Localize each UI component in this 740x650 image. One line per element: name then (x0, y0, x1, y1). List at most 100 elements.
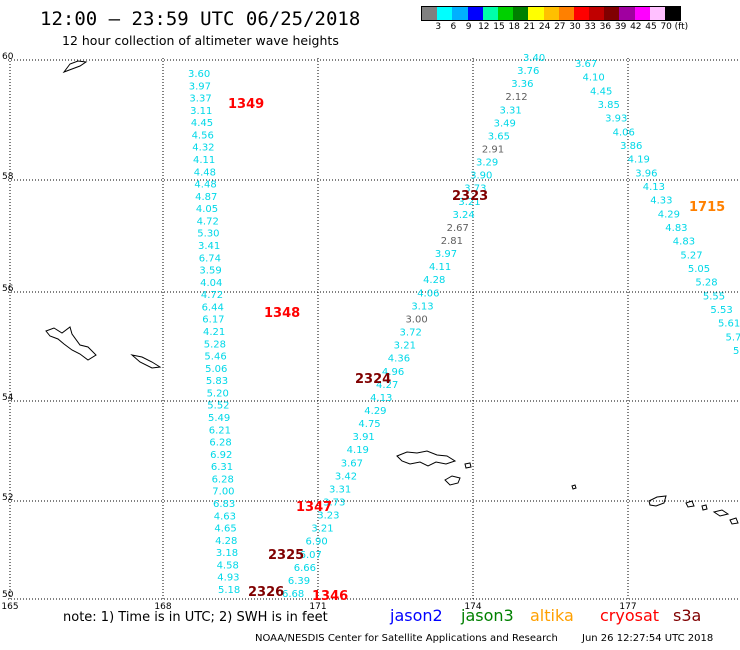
legend-swatch (604, 7, 620, 20)
wave-height-value: 6.92 (210, 450, 232, 461)
wave-height-value: 3.91 (353, 432, 375, 443)
wave-height-value: 5.30 (197, 229, 219, 240)
legend-label: 24 (538, 22, 551, 32)
wave-height-value: 6.28 (212, 474, 234, 485)
lon-label: 171 (309, 602, 327, 612)
wave-height-value: 4.13 (370, 393, 392, 404)
legend-swatch (589, 7, 605, 20)
wave-height-value: 3.86 (620, 141, 642, 152)
wave-height-value: 4.13 (643, 182, 665, 193)
legend-swatch (573, 7, 590, 20)
wave-height-value: 3.60 (188, 69, 210, 80)
wave-height-value: 4.11 (193, 155, 215, 166)
legend-label: 27 (554, 22, 566, 32)
lat-label: 56 (2, 284, 14, 294)
wave-height-value: 3.59 (199, 266, 221, 277)
wave-height-value: 4.10 (583, 73, 605, 84)
wave-height-value: 3.73 (464, 184, 486, 195)
lat-label: 54 (2, 393, 14, 403)
wave-height-value: 6.17 (202, 315, 224, 326)
altimeter-tracks: 3.603.973.373.114.454.564.324.114.484.48… (188, 53, 740, 600)
wave-height-value: 6.21 (209, 425, 231, 436)
legend-swatch (467, 7, 483, 20)
legend-swatch (634, 7, 650, 20)
island-east-1 (648, 495, 667, 507)
island-west-large (45, 326, 97, 361)
pass-number-label: 2324 (355, 372, 391, 387)
wave-height-value: 4.58 (217, 560, 239, 571)
wave-height-value: 3.21 (311, 524, 333, 535)
wave-height-value: 6.07 (300, 550, 322, 561)
legend-label: 36 (599, 22, 612, 32)
wave-height-value: 4.19 (347, 445, 369, 456)
wave-height-value: 6.74 (199, 253, 221, 264)
island-east-4 (701, 504, 708, 511)
legend-swatches (421, 6, 682, 21)
wave-height-value: 4.21 (203, 327, 225, 338)
wave-height-value: 5.83 (206, 376, 228, 387)
legend-label: 18 (508, 22, 520, 32)
wave-height-value: 6.68 (282, 589, 304, 600)
wave-height-value: 2.12 (505, 92, 527, 103)
wave-height-value: 4.48 (194, 180, 216, 191)
wave-height-value: 3.96 (635, 168, 657, 179)
lat-label: 50 (2, 590, 14, 600)
wave-height-value: 4.45 (590, 86, 612, 97)
pass-number-label: 2326 (248, 585, 284, 600)
pass-labels: 1349 2323 1715 1348 2324 1347 2325 2326 1346 (228, 97, 725, 604)
wave-height-value: 3.76 (517, 66, 539, 77)
wave-height-value: 3.90 (470, 171, 492, 182)
wave-height-value: 4.06 (613, 127, 635, 138)
wave-height-value: 3.00 (405, 314, 427, 325)
pass-number-label: 2323 (452, 189, 488, 204)
wave-height-value: 4.65 (214, 524, 236, 535)
lon-label: 177 (619, 602, 637, 612)
wave-height-value: 3.18 (216, 548, 238, 559)
wave-height-value: 4.45 (191, 118, 213, 129)
satellite-name: jason2 (390, 606, 443, 625)
wave-height-value: 5.28 (695, 278, 717, 289)
wave-height-value: 3.21 (458, 197, 480, 208)
wave-height-value: 3.37 (189, 94, 211, 105)
wave-height-value: 3.73 (323, 497, 345, 508)
wave-height-value: 4.75 (358, 419, 380, 430)
lat-label: 58 (2, 172, 14, 182)
wave-height-value: 2.81 (441, 236, 463, 247)
lat-label: 60 (2, 52, 14, 62)
wave-height-value: 3.85 (598, 100, 620, 111)
legend-swatch (528, 7, 544, 20)
island-top-left (62, 60, 88, 74)
lat-label: 52 (2, 493, 14, 503)
wave-height-value: 3.29 (476, 158, 498, 169)
map-title: 12:00 — 23:59 UTC 06/25/2018 (40, 8, 361, 30)
wave-height-value: 4.83 (665, 223, 687, 234)
satellite-name: s3a (673, 606, 702, 625)
wave-height-value: 5. (733, 346, 740, 357)
wave-height-value: 7.00 (212, 487, 234, 498)
wave-height-value: 4.19 (628, 155, 650, 166)
wave-height-value: 4.48 (194, 167, 216, 178)
lon-label: 168 (154, 602, 172, 612)
island-aleutian-1 (396, 450, 457, 467)
satellite-name: jason3 (461, 606, 514, 625)
wave-height-value: 3.41 (198, 241, 220, 252)
legend-label: 21 (523, 22, 536, 32)
wave-height-value: 4.04 (200, 278, 222, 289)
wave-height-value: 4.28 (215, 536, 237, 547)
wave-height-value: 6.28 (209, 438, 231, 449)
wave-height-value: 6.44 (202, 302, 224, 313)
satellite-name: cryosat (600, 606, 660, 625)
graticule (8, 58, 740, 600)
wave-height-value: 3.67 (575, 59, 597, 70)
legend-label: 12 (478, 22, 490, 32)
legend-label: 15 (493, 22, 505, 32)
wave-height-value: 3.97 (435, 249, 457, 260)
wave-height-value: 2.91 (482, 145, 504, 156)
wave-height-value: 4.83 (673, 237, 695, 248)
lon-label: 174 (464, 602, 482, 612)
legend-label: 45 (645, 22, 657, 32)
legend-swatch (452, 7, 468, 20)
wave-height-value: 3.49 (494, 118, 516, 129)
wave-height-value: 3.21 (394, 341, 416, 352)
wave-height-value: 3.67 (341, 458, 363, 469)
